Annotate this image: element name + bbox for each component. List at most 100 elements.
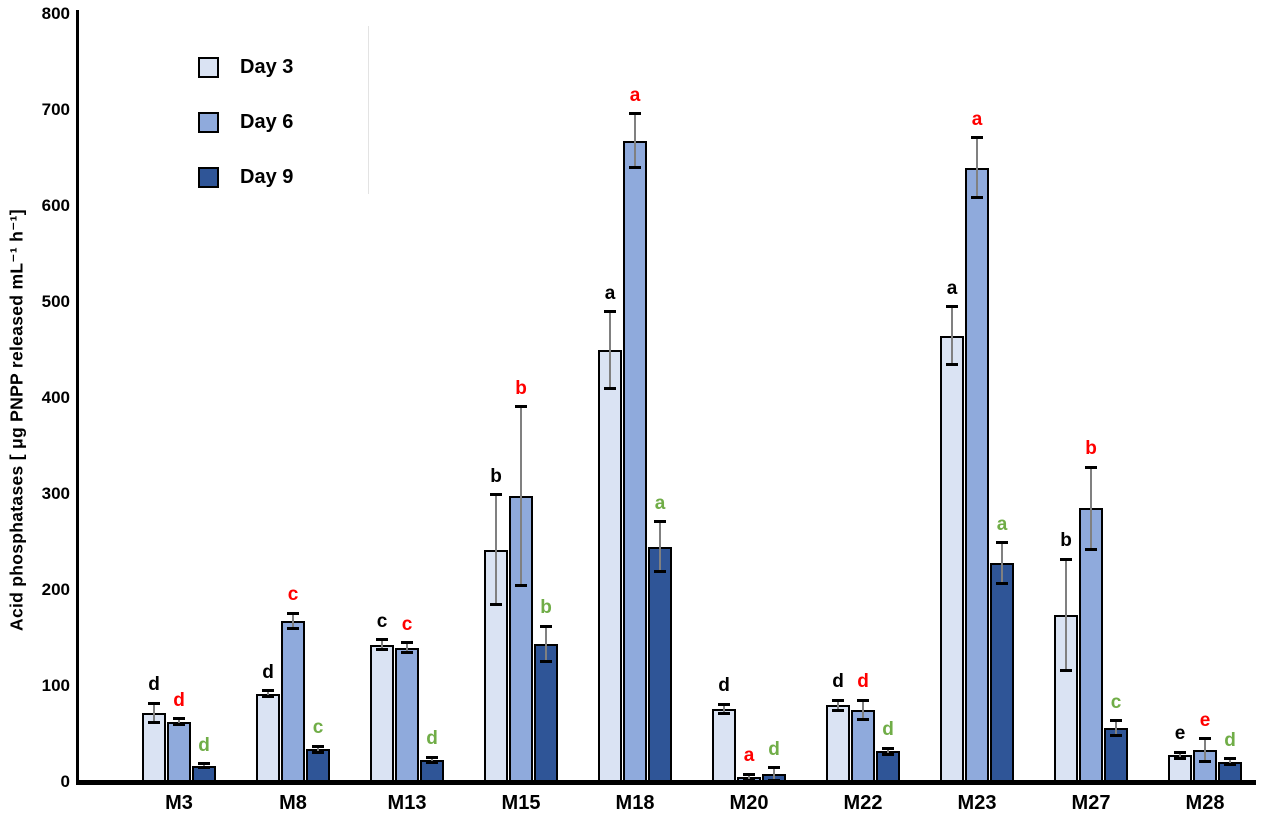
error-bar-top-cap xyxy=(287,611,299,615)
significance-letter: a xyxy=(743,745,755,767)
error-bar-bottom-cap xyxy=(629,166,641,170)
error-bar-bottom-cap xyxy=(173,722,185,726)
error-bar-top-cap xyxy=(198,762,210,766)
bar xyxy=(876,751,900,782)
error-bar-bottom-cap xyxy=(882,752,894,756)
error-bar-bottom-cap xyxy=(287,626,299,630)
error-bar xyxy=(951,306,953,365)
bar xyxy=(990,563,1014,782)
error-bar xyxy=(1229,758,1231,765)
significance-letter: c xyxy=(312,717,324,739)
x-category-label: M20 xyxy=(729,792,769,814)
error-bar-bottom-cap xyxy=(832,708,844,712)
significance-letter: a xyxy=(996,513,1008,535)
error-bar xyxy=(317,746,319,753)
legend-label: Day 9 xyxy=(240,166,294,188)
error-bar-top-cap xyxy=(173,717,185,721)
significance-letter: d xyxy=(718,675,730,697)
bar xyxy=(1079,508,1103,782)
significance-letter: e xyxy=(1199,709,1211,731)
error-bar xyxy=(976,137,978,198)
error-bar-bottom-cap xyxy=(1224,763,1236,767)
error-bar-bottom-cap xyxy=(718,712,730,716)
bar-group: d c c xyxy=(256,14,330,782)
error-bar xyxy=(634,113,636,168)
significance-letter: a xyxy=(629,84,641,106)
y-tick-label: 400 xyxy=(41,388,70,407)
significance-letter: c xyxy=(376,610,388,632)
significance-letter: d xyxy=(198,734,210,756)
error-bar-top-cap xyxy=(1085,465,1097,469)
x-category-label: M13 xyxy=(387,792,427,814)
error-bar xyxy=(837,700,839,710)
legend-swatch xyxy=(198,57,219,78)
y-tick-label: 300 xyxy=(41,484,70,503)
error-bar-top-cap xyxy=(490,493,502,497)
significance-letter: a xyxy=(654,492,666,514)
error-bar xyxy=(431,757,433,763)
y-tick-label: 700 xyxy=(41,100,70,119)
error-bar-bottom-cap xyxy=(743,778,755,782)
error-bar-top-cap xyxy=(148,701,160,705)
significance-letter: d xyxy=(173,689,185,711)
significance-letter: c xyxy=(1110,691,1122,713)
error-bar-top-cap xyxy=(376,638,388,642)
y-tick-label: 500 xyxy=(41,292,70,311)
error-bar-top-cap xyxy=(743,772,755,776)
error-bar xyxy=(887,748,889,755)
significance-letter: a xyxy=(604,282,616,304)
error-bar-bottom-cap xyxy=(515,583,527,587)
error-bar-top-cap xyxy=(996,541,1008,545)
bar xyxy=(712,709,736,782)
error-bar-bottom-cap xyxy=(1199,760,1211,764)
error-bar-top-cap xyxy=(718,702,730,706)
error-bar xyxy=(862,700,864,720)
error-bar-bottom-cap xyxy=(148,720,160,724)
error-bar xyxy=(203,763,205,768)
error-bar-bottom-cap xyxy=(540,659,552,663)
error-bar xyxy=(1179,752,1181,758)
y-tick-label: 0 xyxy=(60,772,70,791)
x-category-label: M27 xyxy=(1071,792,1111,814)
bar xyxy=(851,710,875,782)
error-bar xyxy=(520,406,522,586)
legend-item: Day 3 xyxy=(198,56,293,79)
legend-item: Day 6 xyxy=(198,111,293,134)
error-bar-bottom-cap xyxy=(426,761,438,765)
bar xyxy=(623,140,647,782)
error-bar xyxy=(178,718,180,725)
y-tick-label: 200 xyxy=(41,580,70,599)
significance-letter: b xyxy=(490,465,502,487)
error-bar xyxy=(545,626,547,662)
legend-box-edge xyxy=(368,26,369,194)
error-bar-top-cap xyxy=(768,766,780,770)
error-bar-top-cap xyxy=(312,744,324,748)
error-bar xyxy=(267,690,269,697)
error-bar-bottom-cap xyxy=(401,650,413,654)
significance-letter: a xyxy=(971,108,983,130)
error-bar-bottom-cap xyxy=(312,750,324,754)
x-category-label: M18 xyxy=(615,792,655,814)
bar xyxy=(142,712,166,782)
error-bar xyxy=(292,613,294,629)
significance-letter: c xyxy=(401,613,413,635)
error-bar-bottom-cap xyxy=(654,570,666,574)
bar-group: b b c xyxy=(1054,14,1128,782)
error-bar-top-cap xyxy=(882,746,894,750)
error-bar xyxy=(381,639,383,650)
significance-letter: b xyxy=(540,597,552,619)
bar xyxy=(281,620,305,782)
error-bar-bottom-cap xyxy=(1110,734,1122,738)
bar xyxy=(648,546,672,782)
significance-letter: d xyxy=(262,661,274,683)
error-bar xyxy=(1001,542,1003,584)
error-bar-bottom-cap xyxy=(1060,669,1072,673)
error-bar-top-cap xyxy=(629,112,641,116)
significance-letter: b xyxy=(1085,438,1097,460)
error-bar-top-cap xyxy=(832,698,844,702)
error-bar-top-cap xyxy=(654,520,666,524)
bar xyxy=(167,721,191,782)
